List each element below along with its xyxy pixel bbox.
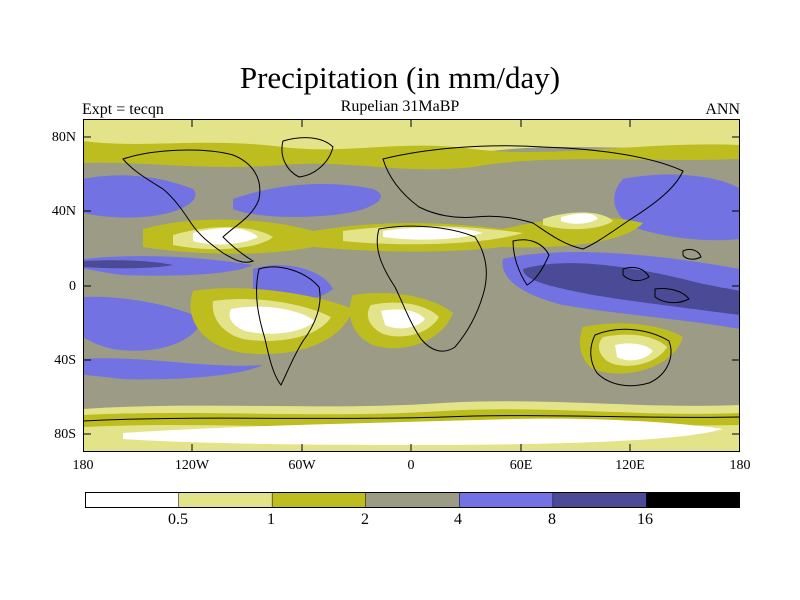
experiment-label: Expt = tecqn xyxy=(82,101,164,118)
lat-tick-label: 80N xyxy=(51,130,76,145)
lon-tick-label: 180 xyxy=(72,458,94,473)
colorbar-swatch xyxy=(178,492,273,508)
lon-tick-label: 60W xyxy=(288,458,316,473)
colorbar-swatch xyxy=(646,492,740,508)
india-outline xyxy=(512,239,550,286)
coastlines xyxy=(83,137,740,422)
colorbar xyxy=(85,492,740,508)
season-label: ANN xyxy=(705,101,740,118)
colorbar-swatch xyxy=(552,492,648,508)
islands-outline xyxy=(622,248,702,304)
lon-tick-label: 180 xyxy=(729,458,751,473)
colorbar-level-label: 4 xyxy=(454,511,462,528)
colorbar-swatch xyxy=(271,492,367,508)
itcz-dark-pacific xyxy=(83,260,173,269)
north-pacific-storm-track xyxy=(83,175,196,218)
arctic-olive xyxy=(83,141,740,170)
south-subtropic-light xyxy=(212,298,667,366)
south-pacific-convergence xyxy=(83,296,203,351)
north-america-outline xyxy=(122,149,261,263)
colorbar-level-label: 1 xyxy=(267,511,275,528)
map-title: Precipitation (in mm/day) xyxy=(239,60,561,95)
south-america-outline xyxy=(256,266,321,386)
colorbar-level-label: 2 xyxy=(361,511,369,528)
greenland-outline xyxy=(281,137,334,178)
lon-tick-label: 60E xyxy=(509,458,533,473)
north-subtropic-dry-core xyxy=(193,213,598,245)
lat-tick-label: 40S xyxy=(54,353,76,368)
australia-outline xyxy=(590,328,672,387)
lon-tick-label: 0 xyxy=(407,458,415,473)
colorbar-swatch xyxy=(365,492,461,508)
indian-ocean-dark xyxy=(523,263,740,315)
west-pacific-storm-track xyxy=(614,174,740,241)
africa-outline xyxy=(376,225,487,352)
colorbar-swatch xyxy=(85,492,180,508)
south-subtropic-dry-core xyxy=(229,306,653,361)
colorbar-level-label: 0.5 xyxy=(168,511,188,528)
lat-tick-label: 0 xyxy=(69,279,76,294)
colorbar-swatch xyxy=(459,492,554,508)
lat-tick-label: 40N xyxy=(51,204,76,219)
colorbar-level-label: 8 xyxy=(548,511,556,528)
precipitation-map xyxy=(83,119,740,452)
south-subtropic-olive xyxy=(190,288,683,374)
lon-tick-label: 120E xyxy=(615,458,645,473)
north-atlantic-storm-track xyxy=(233,184,381,217)
colorbar-level-label: 16 xyxy=(637,511,653,528)
antarctica-outline xyxy=(83,415,740,422)
antarctic-dry-core xyxy=(123,418,723,445)
axis-ticks xyxy=(83,119,740,452)
eurasia-outline xyxy=(382,145,684,250)
map-subtitle: Rupelian 31MaBP xyxy=(340,98,460,115)
southern-ocean-blue xyxy=(83,358,263,380)
lat-tick-label: 80S xyxy=(54,427,76,442)
lon-tick-label: 120W xyxy=(174,458,210,473)
